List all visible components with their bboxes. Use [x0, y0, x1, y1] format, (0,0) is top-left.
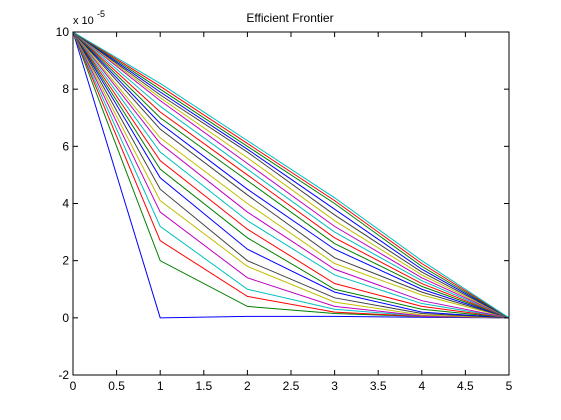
series-line-25 — [72, 31, 510, 319]
y-tick-label: 0 — [62, 311, 69, 325]
multiplier-base: x 10 — [73, 15, 94, 27]
x-tick-label: 3 — [331, 379, 338, 393]
series-line-20 — [72, 31, 510, 319]
series-line-10 — [72, 31, 510, 319]
x-tick-label: 2 — [244, 379, 251, 393]
series-line-16 — [72, 31, 510, 319]
series-line-13 — [72, 31, 510, 319]
x-tick-label: 0.5 — [108, 379, 125, 393]
y-tick-label: 4 — [62, 197, 69, 211]
series-line-15 — [72, 31, 510, 319]
x-tick-label: 4 — [418, 379, 425, 393]
y-tick-label: 6 — [62, 139, 69, 153]
multiplier-exponent: -5 — [97, 9, 105, 19]
series-line-6 — [72, 31, 510, 319]
series-line-23 — [72, 31, 510, 319]
series-line-14 — [72, 31, 510, 319]
x-tick-label: 2.5 — [283, 379, 300, 393]
series-line-1 — [72, 31, 510, 319]
series-line-17 — [72, 31, 510, 319]
x-tick-label: 1.5 — [195, 379, 212, 393]
y-tick-label: 2 — [62, 254, 69, 268]
series-line-18 — [72, 31, 510, 319]
series-line-7 — [72, 31, 510, 319]
x-tick-label: 3.5 — [370, 379, 387, 393]
x-tick-label: 1 — [157, 379, 164, 393]
series-line-5 — [72, 31, 510, 319]
series-lines — [72, 31, 510, 319]
series-line-21 — [72, 31, 510, 319]
series-line-24 — [72, 31, 510, 319]
series-line-19 — [72, 31, 510, 319]
series-line-11 — [72, 31, 510, 319]
y-tick-label: 10 — [56, 25, 70, 39]
x-tick-label: 5 — [506, 379, 513, 393]
x-tick-label: 4.5 — [457, 379, 474, 393]
y-axis-multiplier: x 10 -5 — [73, 9, 105, 27]
series-line-12 — [72, 31, 510, 319]
series-line-8 — [72, 31, 510, 319]
series-line-22 — [72, 31, 510, 319]
y-tick-label: 8 — [62, 82, 69, 96]
series-line-9 — [72, 31, 510, 319]
chart-title: Efficient Frontier — [246, 11, 333, 25]
x-tick-label: 0 — [70, 379, 77, 393]
y-tick-label: -2 — [58, 368, 69, 382]
